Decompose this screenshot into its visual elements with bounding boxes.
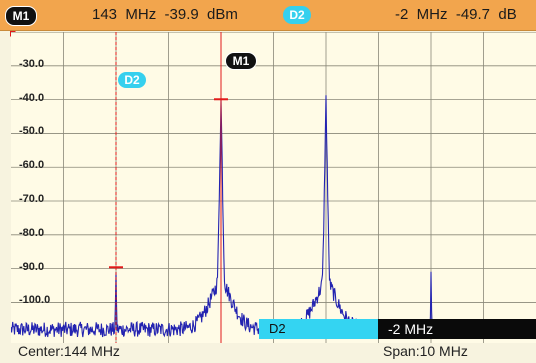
- center-frequency-label: Center:144 MHz: [18, 343, 120, 359]
- marker-d2-badge[interactable]: D2: [283, 6, 311, 24]
- y-axis-tick-label: -50.0: [19, 125, 45, 138]
- y-axis-tick-label: -80.0: [19, 226, 45, 239]
- spectrum-plot-svg: [11, 32, 536, 343]
- spectrum-plot[interactable]: [11, 32, 536, 343]
- marker-m1-badge[interactable]: M1: [5, 6, 37, 26]
- marker-m1-flag[interactable]: M1: [225, 52, 257, 70]
- marker-readout-bar: M1 143 MHz -39.9 dBm D2 -2 MHz -49.7 dB: [0, 0, 536, 31]
- y-axis-tick-label: -90.0: [19, 260, 45, 273]
- delta-marker-value: -2 MHz: [378, 319, 536, 339]
- y-axis-tick-label: -60.0: [19, 159, 45, 172]
- y-axis-tick-label: -40.0: [19, 91, 45, 104]
- y-axis-tick-label: -70.0: [19, 193, 45, 206]
- marker-d2-readout: -2 MHz -49.7 dB: [395, 6, 517, 23]
- y-axis-tick-label: -30.0: [19, 57, 45, 70]
- y-axis-tick-label: -100.0: [19, 294, 51, 307]
- marker-d2-flag[interactable]: D2: [118, 72, 146, 88]
- delta-marker-name: D2: [269, 321, 286, 336]
- delta-readout-strip: D2 -2 MHz: [259, 319, 536, 339]
- marker-m1-readout: 143 MHz -39.9 dBm: [92, 6, 238, 23]
- span-label: Span:10 MHz: [383, 343, 468, 359]
